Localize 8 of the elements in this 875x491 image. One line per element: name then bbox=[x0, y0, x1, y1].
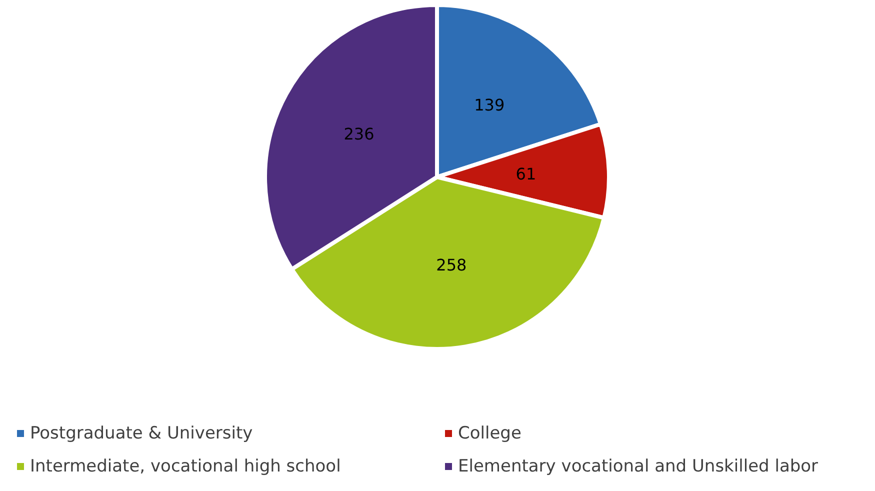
legend-label: Intermediate, vocational high school bbox=[30, 456, 341, 476]
data-label: 236 bbox=[344, 124, 374, 144]
legend-label: Elementary vocational and Unskilled labor bbox=[458, 456, 818, 476]
data-label: 139 bbox=[474, 96, 505, 115]
legend-label: College bbox=[458, 424, 522, 444]
legend-label: Postgraduate & University bbox=[30, 424, 253, 444]
data-label: 258 bbox=[436, 255, 467, 274]
data-label: 61 bbox=[516, 164, 536, 184]
